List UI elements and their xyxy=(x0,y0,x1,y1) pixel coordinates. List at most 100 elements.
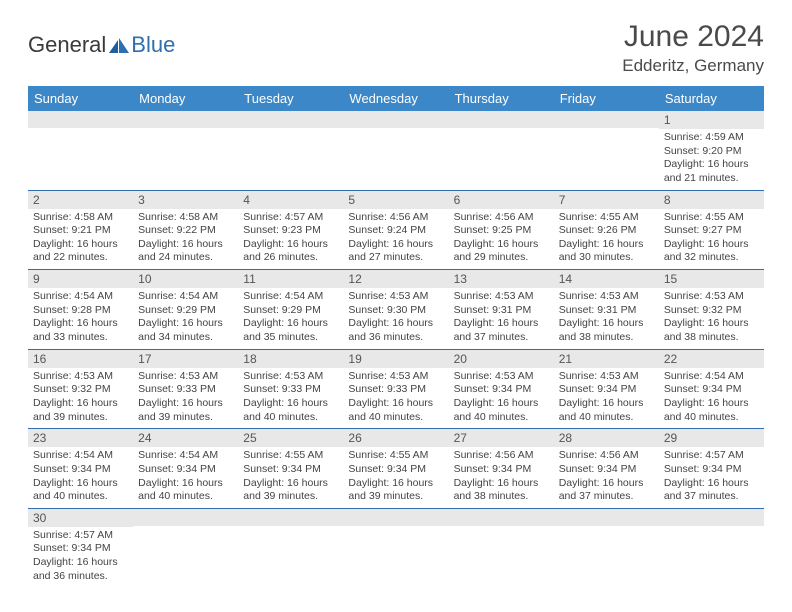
weekday-header-row: Sunday Monday Tuesday Wednesday Thursday… xyxy=(28,86,764,111)
day-body: Sunrise: 4:53 AMSunset: 9:32 PMDaylight:… xyxy=(28,368,133,429)
calendar-row: 1Sunrise: 4:59 AMSunset: 9:20 PMDaylight… xyxy=(28,111,764,190)
day-info-line: Daylight: 16 hours and 40 minutes. xyxy=(243,397,338,424)
day-body: Sunrise: 4:55 AMSunset: 9:34 PMDaylight:… xyxy=(343,447,448,508)
logo-text-1: General xyxy=(28,32,106,58)
day-number: 10 xyxy=(133,270,238,288)
day-number: 2 xyxy=(28,191,133,209)
day-body xyxy=(449,526,554,576)
day-number: 23 xyxy=(28,429,133,447)
day-body: Sunrise: 4:57 AMSunset: 9:34 PMDaylight:… xyxy=(28,527,133,588)
day-body xyxy=(659,526,764,576)
day-info-line: Sunset: 9:24 PM xyxy=(348,224,443,238)
day-info-line: Sunrise: 4:54 AM xyxy=(33,290,128,304)
day-body: Sunrise: 4:53 AMSunset: 9:33 PMDaylight:… xyxy=(133,368,238,429)
day-body xyxy=(343,526,448,576)
day-info-line: Sunset: 9:34 PM xyxy=(664,463,759,477)
day-info-line: Sunset: 9:34 PM xyxy=(454,463,549,477)
page-header: General Blue June 2024 Edderitz, Germany xyxy=(28,20,764,76)
sail-icon xyxy=(108,36,130,54)
day-info-line: Sunset: 9:21 PM xyxy=(33,224,128,238)
calendar-cell: 2 Sunrise: 4:58 AMSunset: 9:21 PMDaylight… xyxy=(28,190,133,270)
day-info-line: Sunset: 9:23 PM xyxy=(243,224,338,238)
day-info-line: Daylight: 16 hours and 37 minutes. xyxy=(454,317,549,344)
day-number: 13 xyxy=(449,270,554,288)
calendar-cell xyxy=(133,111,238,190)
calendar-cell: 24Sunrise: 4:54 AMSunset: 9:34 PMDayligh… xyxy=(133,429,238,509)
calendar-cell: 22Sunrise: 4:54 AMSunset: 9:34 PMDayligh… xyxy=(659,349,764,429)
day-info-line: Sunrise: 4:53 AM xyxy=(138,370,233,384)
day-info-line: Daylight: 16 hours and 36 minutes. xyxy=(348,317,443,344)
day-number xyxy=(659,509,764,526)
day-body xyxy=(449,128,554,178)
day-number: 8 xyxy=(659,191,764,209)
day-info-line: Daylight: 16 hours and 37 minutes. xyxy=(559,477,654,504)
calendar-cell xyxy=(554,508,659,587)
day-info-line: Sunrise: 4:57 AM xyxy=(664,449,759,463)
calendar-cell: 16Sunrise: 4:53 AMSunset: 9:32 PMDayligh… xyxy=(28,349,133,429)
day-info-line: Sunset: 9:30 PM xyxy=(348,304,443,318)
day-body: Sunrise: 4:54 AMSunset: 9:34 PMDaylight:… xyxy=(659,368,764,429)
day-info-line: Daylight: 16 hours and 40 minutes. xyxy=(348,397,443,424)
day-info-line: Sunset: 9:34 PM xyxy=(559,463,654,477)
calendar-table: Sunday Monday Tuesday Wednesday Thursday… xyxy=(28,86,764,587)
day-info-line: Daylight: 16 hours and 39 minutes. xyxy=(138,397,233,424)
day-info-line: Sunrise: 4:54 AM xyxy=(33,449,128,463)
calendar-row: 30Sunrise: 4:57 AMSunset: 9:34 PMDayligh… xyxy=(28,508,764,587)
day-number: 16 xyxy=(28,350,133,368)
day-number xyxy=(449,509,554,526)
day-number: 1 xyxy=(659,111,764,129)
logo: General Blue xyxy=(28,20,175,58)
calendar-cell: 17Sunrise: 4:53 AMSunset: 9:33 PMDayligh… xyxy=(133,349,238,429)
day-info-line: Sunset: 9:29 PM xyxy=(138,304,233,318)
calendar-cell: 6Sunrise: 4:56 AMSunset: 9:25 PMDaylight… xyxy=(449,190,554,270)
calendar-row: 9Sunrise: 4:54 AMSunset: 9:28 PMDaylight… xyxy=(28,270,764,350)
month-title: June 2024 xyxy=(622,20,764,54)
day-info-line: Sunrise: 4:53 AM xyxy=(243,370,338,384)
day-info-line: Sunset: 9:34 PM xyxy=(454,383,549,397)
day-info-line: Daylight: 16 hours and 26 minutes. xyxy=(243,238,338,265)
day-info-line: Daylight: 16 hours and 39 minutes. xyxy=(243,477,338,504)
day-info-line: Sunrise: 4:58 AM xyxy=(33,211,128,225)
calendar-cell: 29Sunrise: 4:57 AMSunset: 9:34 PMDayligh… xyxy=(659,429,764,509)
calendar-cell: 13Sunrise: 4:53 AMSunset: 9:31 PMDayligh… xyxy=(449,270,554,350)
day-info-line: Daylight: 16 hours and 22 minutes. xyxy=(33,238,128,265)
day-info-line: Daylight: 16 hours and 40 minutes. xyxy=(138,477,233,504)
day-info-line: Daylight: 16 hours and 39 minutes. xyxy=(348,477,443,504)
day-body: Sunrise: 4:53 AMSunset: 9:32 PMDaylight:… xyxy=(659,288,764,349)
day-number: 14 xyxy=(554,270,659,288)
day-info-line: Sunrise: 4:53 AM xyxy=(348,370,443,384)
day-info-line: Daylight: 16 hours and 24 minutes. xyxy=(138,238,233,265)
day-number: 9 xyxy=(28,270,133,288)
day-info-line: Daylight: 16 hours and 35 minutes. xyxy=(243,317,338,344)
day-number: 12 xyxy=(343,270,448,288)
calendar-cell: 20Sunrise: 4:53 AMSunset: 9:34 PMDayligh… xyxy=(449,349,554,429)
day-info-line: Sunrise: 4:55 AM xyxy=(664,211,759,225)
day-body xyxy=(133,128,238,178)
calendar-cell: 19Sunrise: 4:53 AMSunset: 9:33 PMDayligh… xyxy=(343,349,448,429)
day-body: Sunrise: 4:59 AMSunset: 9:20 PMDaylight:… xyxy=(659,129,764,190)
day-number: 6 xyxy=(449,191,554,209)
day-body xyxy=(554,526,659,576)
day-number: 28 xyxy=(554,429,659,447)
weekday-header: Saturday xyxy=(659,86,764,111)
day-number: 29 xyxy=(659,429,764,447)
day-number: 3 xyxy=(133,191,238,209)
day-info-line: Sunrise: 4:56 AM xyxy=(559,449,654,463)
day-info-line: Sunrise: 4:54 AM xyxy=(138,290,233,304)
day-info-line: Sunrise: 4:58 AM xyxy=(138,211,233,225)
day-info-line: Daylight: 16 hours and 33 minutes. xyxy=(33,317,128,344)
day-body: Sunrise: 4:53 AMSunset: 9:30 PMDaylight:… xyxy=(343,288,448,349)
day-info-line: Sunrise: 4:56 AM xyxy=(454,211,549,225)
day-info-line: Sunrise: 4:59 AM xyxy=(664,131,759,145)
day-body xyxy=(238,526,343,576)
calendar-cell xyxy=(28,111,133,190)
day-info-line: Daylight: 16 hours and 29 minutes. xyxy=(454,238,549,265)
day-number: 20 xyxy=(449,350,554,368)
day-info-line: Sunset: 9:29 PM xyxy=(243,304,338,318)
day-info-line: Daylight: 16 hours and 38 minutes. xyxy=(559,317,654,344)
day-info-line: Sunset: 9:22 PM xyxy=(138,224,233,238)
day-info-line: Sunset: 9:28 PM xyxy=(33,304,128,318)
day-number xyxy=(554,111,659,128)
calendar-cell xyxy=(238,508,343,587)
day-info-line: Sunset: 9:26 PM xyxy=(559,224,654,238)
